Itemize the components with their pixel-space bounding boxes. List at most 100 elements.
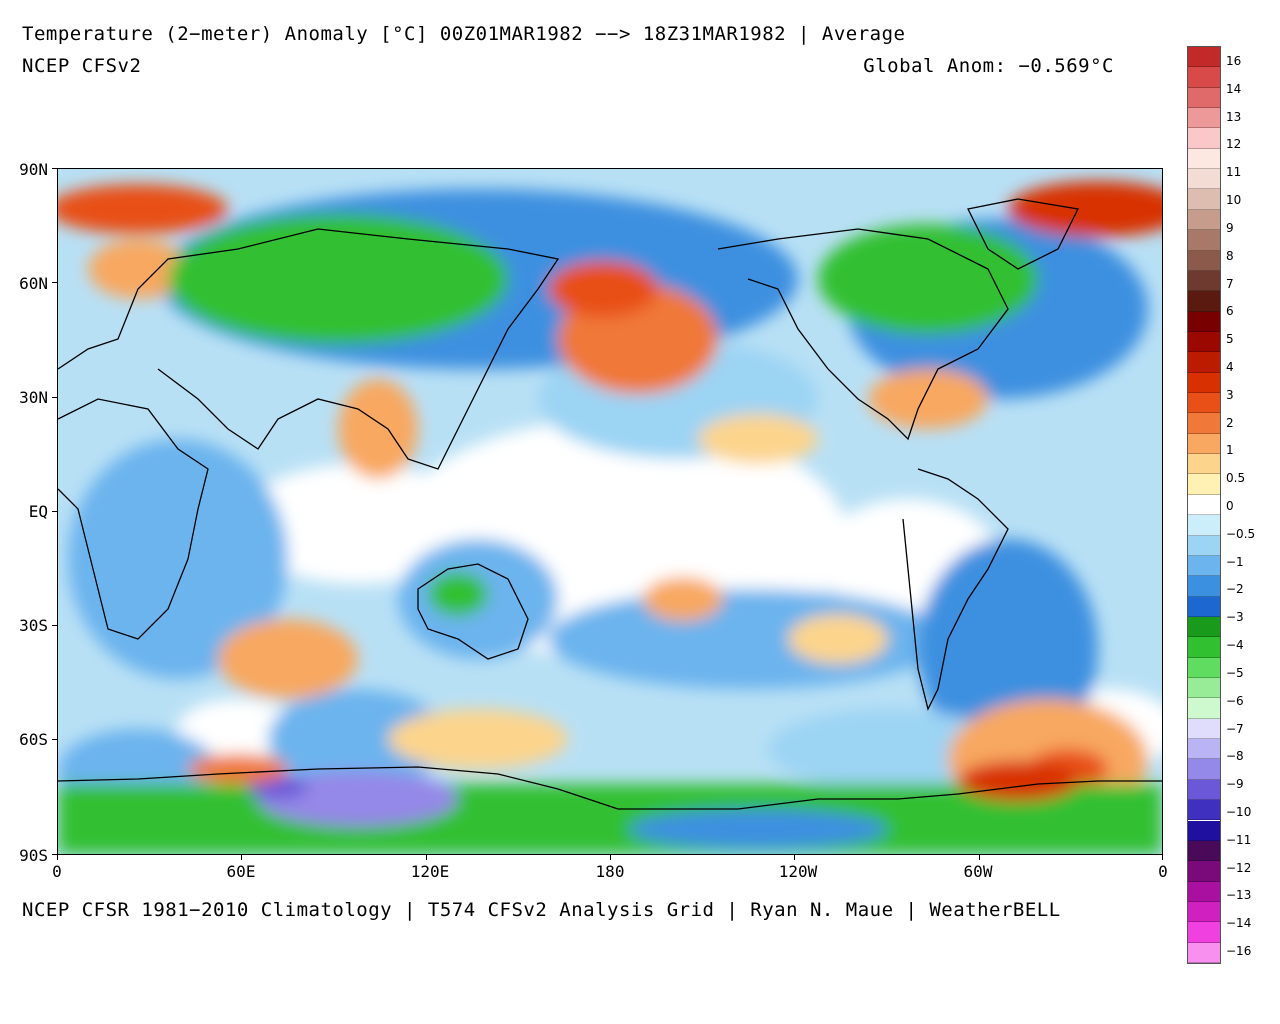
color-scale-label: −13	[1226, 888, 1252, 903]
color-scale-label: 14	[1226, 81, 1242, 96]
lat-tick	[52, 397, 57, 398]
color-scale-label: −3	[1226, 610, 1244, 625]
color-swatch	[1188, 515, 1220, 536]
color-swatch	[1188, 433, 1220, 455]
color-swatch	[1188, 901, 1220, 923]
color-scale-label: −7	[1226, 721, 1244, 736]
color-scale-label: 13	[1226, 109, 1242, 124]
color-scale-label: −8	[1226, 749, 1244, 764]
color-scale-label: −16	[1226, 944, 1252, 958]
color-swatch	[1188, 739, 1220, 760]
color-swatch	[1188, 352, 1220, 373]
global-anomaly: Global Anom: −0.569°C	[863, 55, 1114, 77]
lat-label-90s: 90S	[19, 846, 48, 865]
color-scale-label: 2	[1226, 415, 1234, 430]
lat-label-90n: 90N	[19, 160, 48, 179]
color-swatch	[1188, 209, 1220, 231]
color-swatch	[1188, 759, 1220, 780]
coastline-greenland	[967, 198, 1079, 270]
color-swatch	[1188, 555, 1220, 577]
color-scale-bar	[1187, 46, 1221, 964]
color-scale-label: 9	[1226, 220, 1234, 235]
lat-label-30n: 30N	[19, 388, 48, 407]
color-swatch	[1188, 576, 1220, 597]
lat-tick	[52, 625, 57, 626]
color-swatch	[1188, 331, 1220, 353]
color-scale-label: 11	[1226, 165, 1242, 180]
color-swatch	[1188, 87, 1220, 109]
color-scale-label: 6	[1226, 304, 1234, 319]
color-scale-label: −6	[1226, 693, 1244, 708]
color-swatch	[1188, 474, 1220, 495]
color-swatch	[1188, 698, 1220, 719]
color-swatch	[1188, 840, 1220, 862]
color-scale-label: 3	[1226, 387, 1234, 402]
lon-label-180: 180	[595, 862, 625, 881]
lat-tick	[52, 168, 57, 169]
coastline-africa	[58, 398, 209, 640]
anomaly-field	[58, 181, 1162, 854]
color-scale-label: 12	[1226, 137, 1242, 152]
color-swatch	[1188, 942, 1220, 963]
lon-label-0-east: 0	[1158, 862, 1168, 881]
color-scale-label: −11	[1226, 832, 1252, 847]
color-scale-label: 0	[1226, 499, 1234, 513]
color-scale-label: 8	[1226, 248, 1234, 263]
lon-label-0: 0	[52, 862, 62, 881]
footer-credits: NCEP CFSR 1981−2010 Climatology | T574 C…	[22, 899, 1061, 921]
lat-label-60s: 60S	[19, 730, 48, 749]
color-scale-label: −0.5	[1226, 526, 1256, 541]
color-scale-label: −2	[1226, 582, 1244, 597]
coastline-south-america	[902, 468, 1009, 711]
color-swatch	[1188, 820, 1220, 841]
color-swatch	[1188, 108, 1220, 129]
anomaly-map	[57, 168, 1163, 855]
coastline-australia	[417, 563, 529, 660]
coastline-north-america	[717, 228, 1009, 441]
color-swatch	[1188, 637, 1220, 658]
model-name: NCEP CFSv2	[22, 55, 142, 77]
color-swatch	[1188, 67, 1220, 88]
color-swatch	[1188, 881, 1220, 902]
color-scale-label: 7	[1226, 276, 1234, 291]
lon-tick	[57, 855, 58, 860]
coastlines	[58, 198, 1162, 810]
color-swatch	[1188, 128, 1220, 149]
color-scale-label: 16	[1226, 54, 1242, 68]
color-scale-label: −5	[1226, 665, 1244, 680]
color-swatch	[1188, 413, 1220, 434]
lon-tick	[794, 855, 795, 860]
coastline-eurasia	[58, 228, 560, 470]
color-scale-label: 1	[1226, 443, 1234, 458]
color-swatch	[1188, 230, 1220, 251]
color-swatch	[1188, 596, 1220, 617]
lon-tick	[426, 855, 427, 860]
color-scale-label: −9	[1226, 777, 1244, 792]
coastline-antarctica	[58, 766, 1162, 810]
lat-label-60n: 60N	[19, 274, 48, 293]
lon-label-60e: 60E	[226, 862, 256, 881]
lat-tick	[52, 511, 57, 512]
color-swatch	[1188, 718, 1220, 740]
color-swatch	[1188, 47, 1220, 68]
color-swatch	[1188, 657, 1220, 678]
color-scale-label: 0.5	[1226, 471, 1246, 486]
color-swatch	[1188, 270, 1220, 292]
color-swatch	[1188, 454, 1220, 475]
color-swatch	[1188, 189, 1220, 210]
lon-tick	[1162, 855, 1163, 860]
color-scale-label: 4	[1226, 359, 1234, 374]
color-swatch	[1188, 169, 1220, 190]
lon-label-60w: 60W	[963, 862, 993, 881]
color-scale-label: −10	[1226, 804, 1252, 819]
color-swatch	[1188, 494, 1220, 516]
color-swatch	[1188, 311, 1220, 332]
color-swatch	[1188, 678, 1220, 699]
lon-tick	[610, 855, 611, 860]
lat-tick	[52, 282, 57, 283]
color-scale-label: −12	[1226, 860, 1252, 875]
color-swatch	[1188, 922, 1220, 943]
color-swatch	[1188, 291, 1220, 312]
color-swatch	[1188, 616, 1220, 638]
lat-tick	[52, 739, 57, 740]
